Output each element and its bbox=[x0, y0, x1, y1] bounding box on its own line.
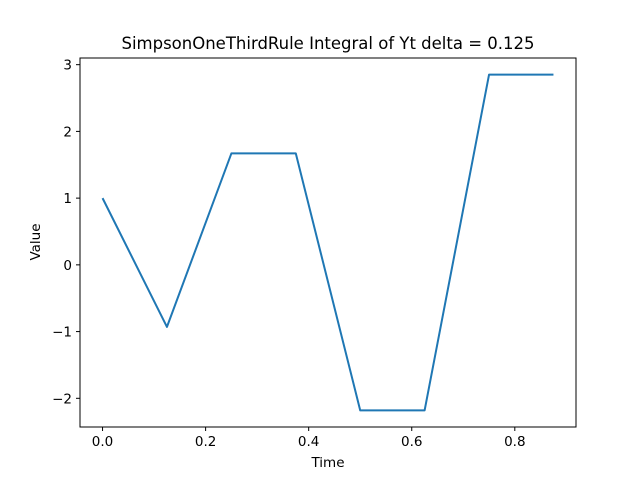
x-tick-label: 0.8 bbox=[504, 434, 525, 450]
x-tick-label: 0.0 bbox=[92, 434, 113, 450]
series-line bbox=[101, 73, 554, 412]
plot-area-frame bbox=[79, 57, 577, 428]
y-tick-label: 2 bbox=[63, 124, 72, 140]
x-tick-label: 0.2 bbox=[195, 434, 216, 450]
series-layer bbox=[101, 73, 554, 412]
y-axis-label: Value bbox=[28, 223, 44, 260]
x-axis-label: Time bbox=[310, 455, 344, 471]
x-tick-label: 0.6 bbox=[401, 434, 422, 450]
y-tick-label: −2 bbox=[52, 391, 72, 407]
y-tick-label: 3 bbox=[63, 58, 72, 74]
y-tick-label: 1 bbox=[63, 191, 72, 207]
chart-title: SimpsonOneThirdRule Integral of Yt delta… bbox=[121, 34, 534, 53]
y-tick-label: −1 bbox=[52, 325, 72, 341]
y-axis: −2 −1 0 1 2 3 bbox=[52, 58, 80, 407]
x-axis: 0.0 0.2 0.4 0.6 0.8 bbox=[92, 427, 526, 450]
y-tick-label: 0 bbox=[63, 258, 72, 274]
x-tick-label: 0.4 bbox=[298, 434, 319, 450]
